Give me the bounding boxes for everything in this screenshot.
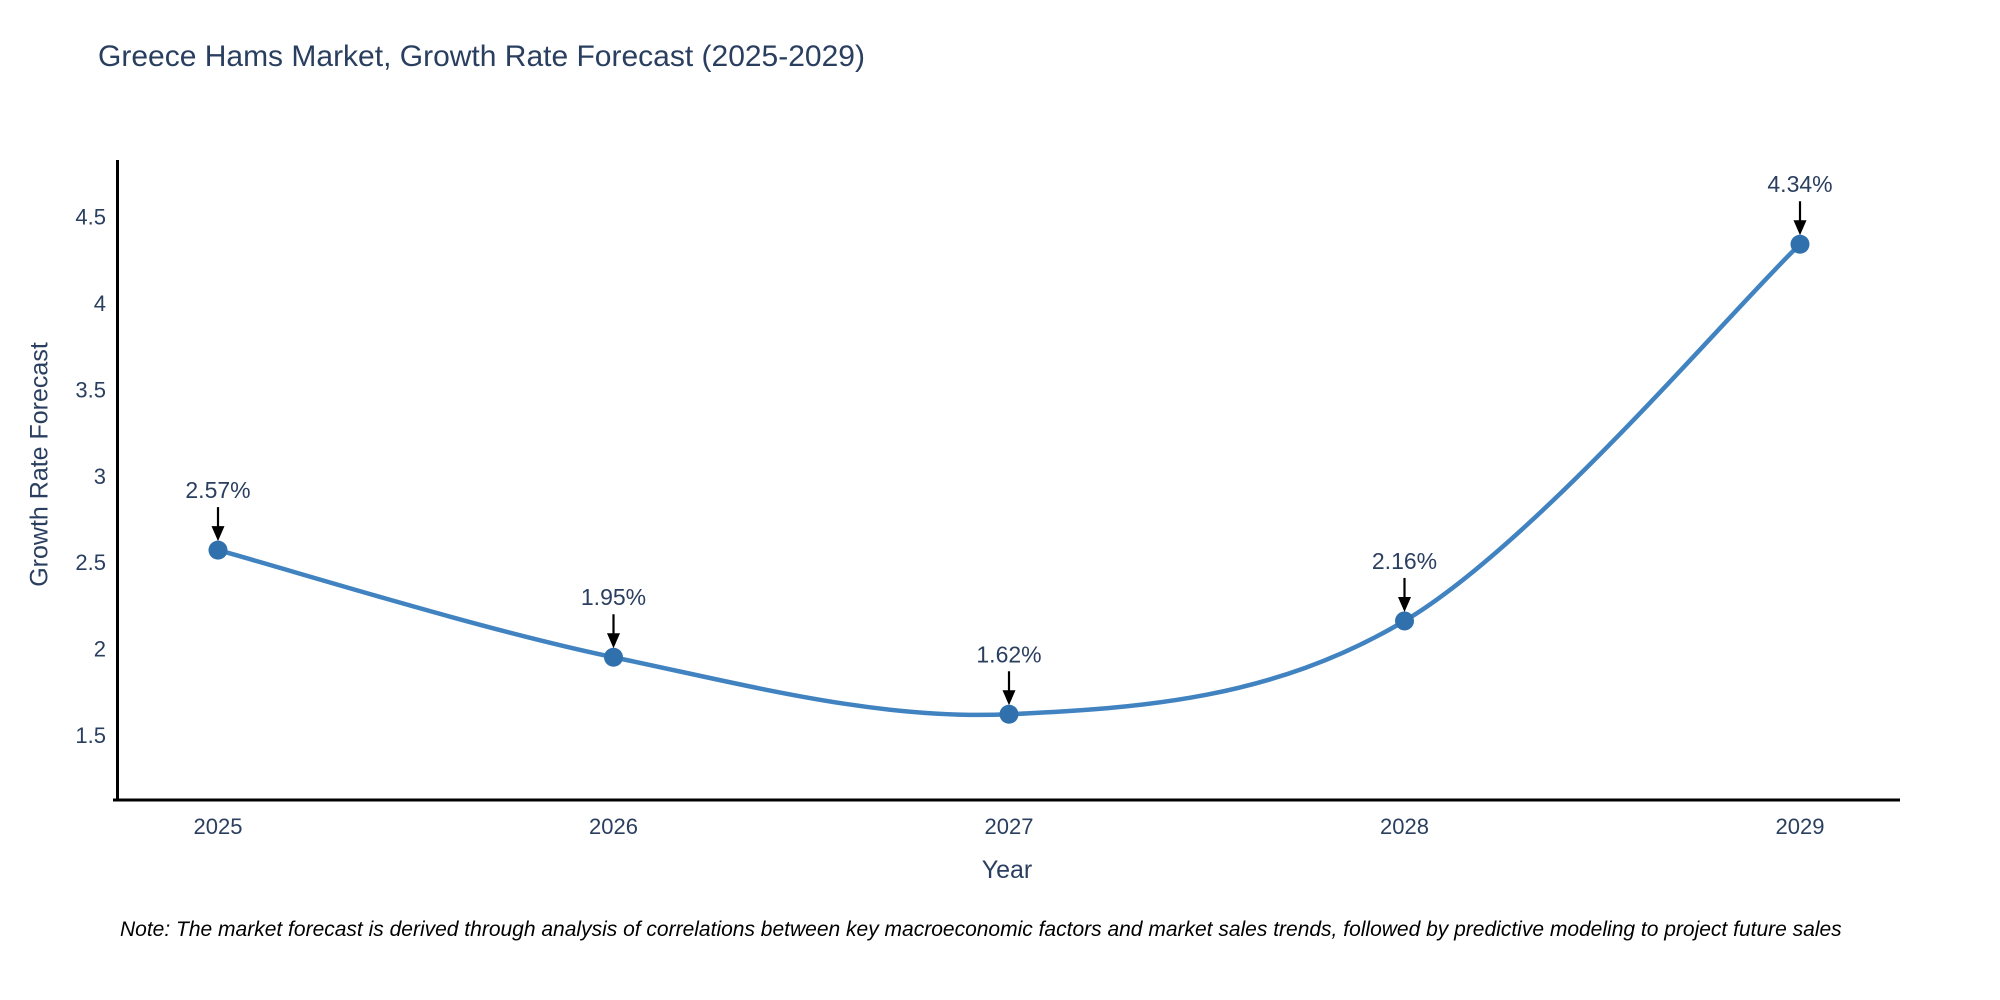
y-axis-title: Growth Rate Forecast	[25, 342, 54, 587]
y-tick-label: 2.5	[75, 550, 106, 575]
forecast-line	[215, 241, 1803, 718]
y-tick-label: 3	[94, 464, 106, 489]
x-tick-label: 2025	[194, 814, 243, 839]
x-tick-label: 2029	[1776, 814, 1825, 839]
annotation-arrow-head	[211, 526, 225, 542]
data-point-marker	[1790, 234, 1810, 254]
y-tick-label: 4.5	[75, 205, 106, 230]
y-tick-label: 2	[94, 637, 106, 662]
data-point-label: 1.62%	[976, 641, 1041, 667]
note-text: Note: The market forecast is derived thr…	[120, 918, 1842, 941]
data-point-marker	[1395, 611, 1414, 631]
chart-title: Greece Hams Market, Growth Rate Forecast…	[98, 40, 865, 73]
data-point-marker	[604, 647, 623, 667]
data-point-label: 1.95%	[581, 584, 646, 610]
y-tick-label: 3.5	[75, 377, 106, 402]
data-point-label: 2.57%	[185, 477, 250, 503]
data-point-marker	[208, 540, 228, 560]
y-tick-label: 1.5	[75, 723, 106, 748]
data-point-label: 2.16%	[1372, 548, 1437, 574]
annotation-arrow-head	[1398, 596, 1411, 612]
x-axis-title: Year	[981, 856, 1033, 884]
annotation-arrow-head	[1002, 690, 1016, 706]
x-tick-label: 2027	[985, 814, 1034, 839]
y-tick-label: 4	[94, 291, 106, 316]
annotation-arrow-head	[607, 633, 620, 649]
data-point-label: 4.34%	[1767, 171, 1832, 197]
x-tick-label: 2026	[589, 814, 638, 839]
annotation-arrow-head	[1793, 220, 1807, 236]
data-point-marker	[999, 704, 1019, 724]
x-tick-label: 2028	[1380, 814, 1429, 839]
